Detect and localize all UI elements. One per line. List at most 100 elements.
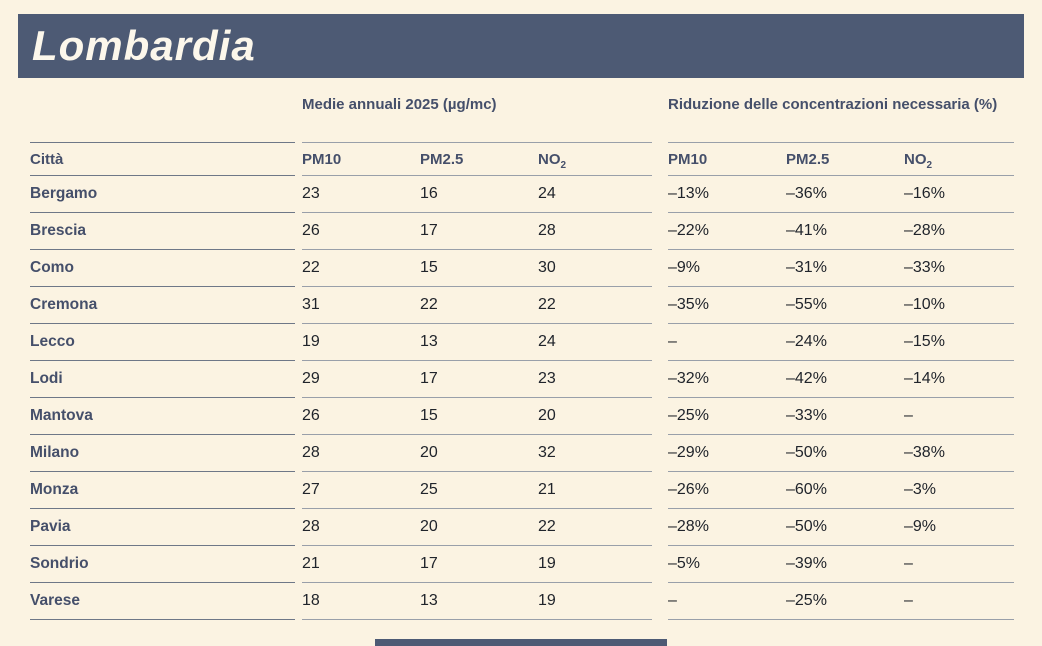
reduction-pm10-value: –	[668, 333, 677, 350]
reduction-pm10-value: –	[668, 592, 677, 609]
city-name: Cremona	[30, 296, 98, 313]
table-row: Brescia 26 17 28 –22% –41% –28%	[30, 213, 1014, 250]
reduction-pm10-value: –29%	[668, 444, 709, 461]
avg-no2-value: 20	[538, 407, 556, 424]
page-title: Lombardia	[32, 22, 256, 69]
avg-pm25-value: 17	[420, 555, 438, 572]
reduction-no2-value: –3%	[904, 481, 937, 498]
column-header-red-no2: NO2	[904, 150, 933, 171]
table-row: Pavia 28 20 22 –28% –50% –9%	[30, 509, 1014, 546]
table-row: Bergamo 23 16 24 –13% –36% –16%	[30, 176, 1014, 213]
reduction-pm25-value: –42%	[786, 370, 827, 387]
reduction-no2-value: –14%	[904, 370, 945, 387]
reduction-no2-value: –33%	[904, 259, 945, 276]
column-header-avg-no2: NO2	[538, 150, 567, 171]
reduction-pm25-value: –60%	[786, 481, 827, 498]
city-name: Mantova	[30, 407, 93, 424]
avg-no2-value: 23	[538, 370, 556, 387]
avg-pm10-value: 21	[302, 555, 320, 572]
reduction-no2-value: –	[904, 555, 913, 572]
city-name: Monza	[30, 481, 79, 498]
avg-pm10-value: 31	[302, 296, 320, 313]
city-name: Milano	[30, 444, 80, 461]
reduction-pm10-value: –5%	[668, 555, 701, 572]
table-row: Cremona 31 22 22 –35% –55% –10%	[30, 287, 1014, 324]
reduction-no2-value: –38%	[904, 444, 945, 461]
reduction-pm10-value: –26%	[668, 481, 709, 498]
avg-pm10-value: 19	[302, 333, 320, 350]
avg-pm25-value: 16	[420, 185, 438, 202]
avg-pm25-value: 17	[420, 370, 438, 387]
table-row: Monza 27 25 21 –26% –60% –3%	[30, 472, 1014, 509]
table-row: Sondrio 21 17 19 –5% –39% –	[30, 546, 1014, 583]
reduction-no2-value: –28%	[904, 222, 945, 239]
reduction-pm25-value: –50%	[786, 518, 827, 535]
column-header-red-pm25: PM2.5	[786, 150, 830, 168]
group-headers: Medie annuali 2025 (µg/mc) Riduzione del…	[30, 88, 1014, 142]
reduction-no2-value: –	[904, 592, 913, 609]
reduction-pm25-value: –39%	[786, 555, 827, 572]
avg-no2-value: 24	[538, 333, 556, 350]
city-name: Sondrio	[30, 555, 89, 572]
avg-no2-value: 19	[538, 555, 556, 572]
air-quality-table: Medie annuali 2025 (µg/mc) Riduzione del…	[30, 88, 1014, 620]
avg-no2-value: 30	[538, 259, 556, 276]
reduction-pm10-value: –32%	[668, 370, 709, 387]
reduction-pm10-value: –13%	[668, 185, 709, 202]
avg-pm25-value: 15	[420, 259, 438, 276]
group-header-reduction: Riduzione delle concentrazioni necessari…	[668, 96, 998, 113]
reduction-pm25-value: –50%	[786, 444, 827, 461]
region-banner: Lombardia	[18, 14, 1024, 78]
table-row: Lodi 29 17 23 –32% –42% –14%	[30, 361, 1014, 398]
avg-no2-value: 28	[538, 222, 556, 239]
city-name: Como	[30, 259, 74, 276]
avg-pm10-value: 23	[302, 185, 320, 202]
table-row: Varese 18 13 19 – –25% –	[30, 583, 1014, 620]
reduction-no2-value: –10%	[904, 296, 945, 313]
reduction-pm25-value: –33%	[786, 407, 827, 424]
avg-no2-value: 22	[538, 296, 556, 313]
reduction-pm10-value: –28%	[668, 518, 709, 535]
avg-pm25-value: 17	[420, 222, 438, 239]
reduction-no2-value: –16%	[904, 185, 945, 202]
reduction-no2-value: –9%	[904, 518, 937, 535]
column-header-red-pm10: PM10	[668, 150, 708, 168]
city-name: Lodi	[30, 370, 63, 387]
reduction-pm10-value: –9%	[668, 259, 701, 276]
avg-pm25-value: 22	[420, 296, 438, 313]
avg-pm25-value: 20	[420, 518, 438, 535]
column-header-row: Città PM10 PM2.5 NO2 PM10 PM2.5 NO2	[30, 142, 1014, 176]
avg-pm25-value: 13	[420, 592, 438, 609]
avg-pm10-value: 26	[302, 407, 320, 424]
avg-pm10-value: 26	[302, 222, 320, 239]
reduction-no2-value: –	[904, 407, 913, 424]
bottom-bar	[375, 639, 667, 646]
reduction-pm25-value: –36%	[786, 185, 827, 202]
table-row: Milano 28 20 32 –29% –50% –38%	[30, 435, 1014, 472]
city-name: Brescia	[30, 222, 87, 239]
avg-pm25-value: 13	[420, 333, 438, 350]
table-row: Como 22 15 30 –9% –31% –33%	[30, 250, 1014, 287]
table-row: Mantova 26 15 20 –25% –33% –	[30, 398, 1014, 435]
column-header-city: Città	[30, 150, 64, 168]
reduction-pm10-value: –35%	[668, 296, 709, 313]
reduction-pm25-value: –24%	[786, 333, 827, 350]
avg-pm10-value: 29	[302, 370, 320, 387]
avg-no2-value: 22	[538, 518, 556, 535]
city-name: Varese	[30, 592, 80, 609]
reduction-pm10-value: –22%	[668, 222, 709, 239]
avg-no2-value: 32	[538, 444, 556, 461]
avg-pm10-value: 18	[302, 592, 320, 609]
avg-pm10-value: 28	[302, 518, 320, 535]
column-header-avg-pm25: PM2.5	[420, 150, 464, 168]
reduction-pm25-value: –31%	[786, 259, 827, 276]
column-header-avg-pm10: PM10	[302, 150, 342, 168]
avg-pm10-value: 27	[302, 481, 320, 498]
reduction-pm25-value: –25%	[786, 592, 827, 609]
avg-no2-value: 19	[538, 592, 556, 609]
avg-no2-value: 24	[538, 185, 556, 202]
avg-pm25-value: 20	[420, 444, 438, 461]
table-body: Bergamo 23 16 24 –13% –36% –16% Brescia 26 17 28 –2…	[30, 176, 1014, 620]
table-row: Lecco 19 13 24 – –24% –15%	[30, 324, 1014, 361]
